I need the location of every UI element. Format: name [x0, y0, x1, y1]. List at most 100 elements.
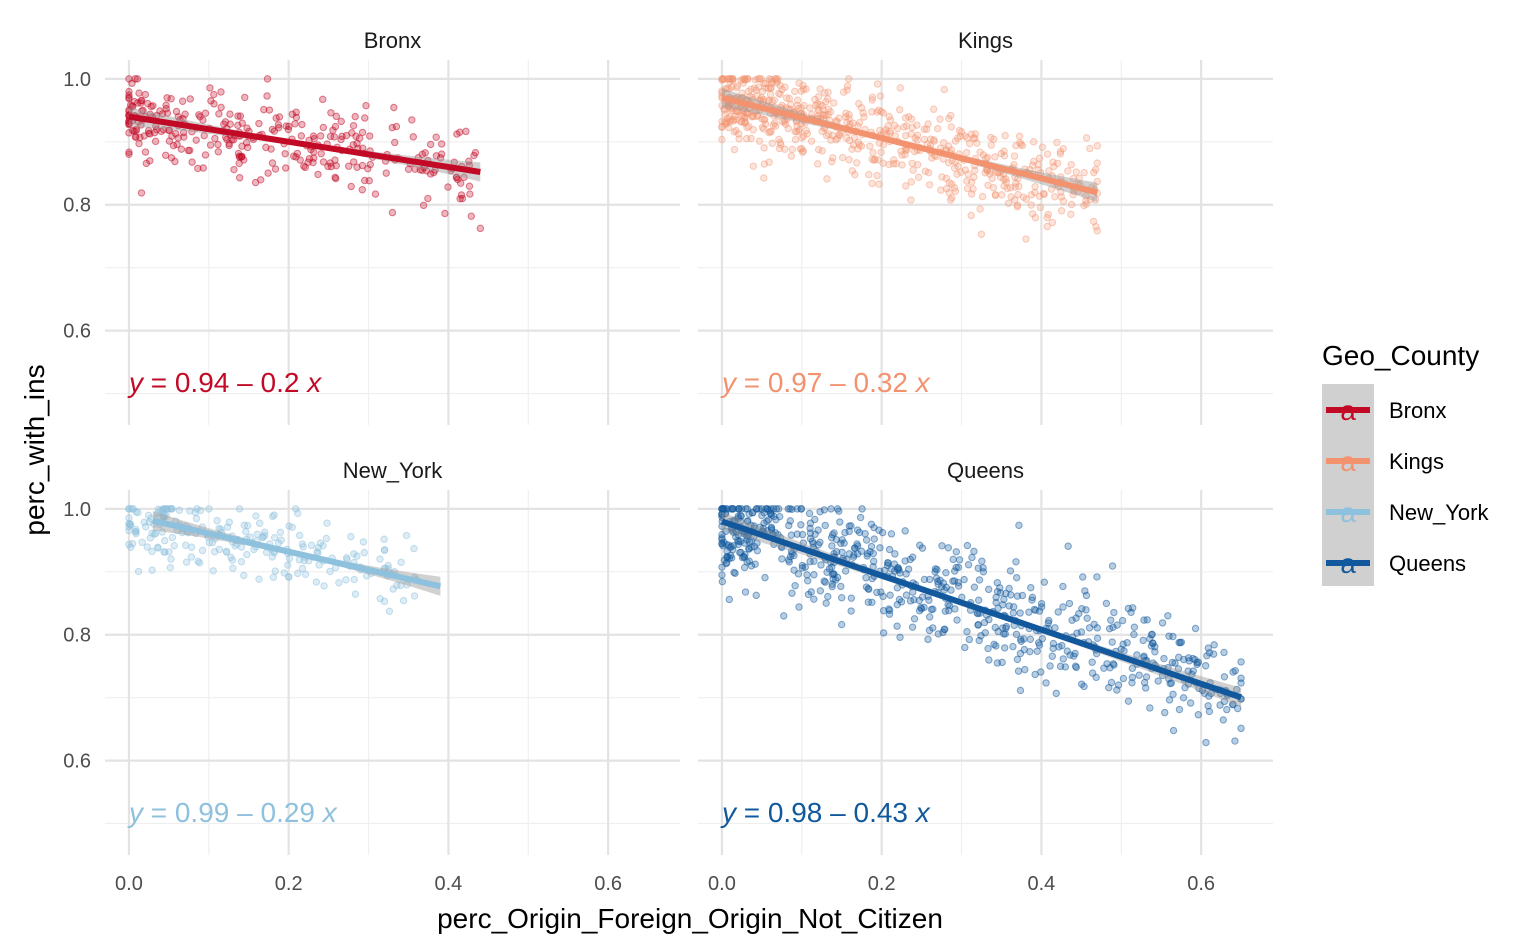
data-point [359, 538, 368, 546]
data-point [998, 658, 1006, 667]
data-point [745, 544, 753, 553]
data-point [192, 514, 201, 523]
data-point [732, 84, 741, 92]
data-point [824, 105, 833, 113]
data-point [241, 93, 249, 102]
data-point [968, 178, 976, 186]
data-point [1035, 192, 1044, 200]
data-point [338, 132, 346, 141]
data-point [823, 175, 831, 183]
x-tick-label: 0.0 [115, 873, 143, 895]
data-point [1237, 658, 1245, 666]
data-point [255, 575, 263, 583]
data-point [947, 586, 955, 594]
data-point [727, 116, 735, 124]
data-point [167, 95, 175, 103]
data-point [260, 105, 268, 114]
data-point [757, 75, 765, 83]
data-point [201, 109, 210, 117]
data-point [742, 134, 751, 143]
data-point [342, 576, 350, 584]
data-point [924, 120, 932, 128]
data-point [1175, 638, 1183, 647]
data-point [811, 515, 819, 524]
data-point [1083, 614, 1091, 622]
data-point [759, 95, 768, 104]
data-point [879, 128, 888, 136]
data-point [748, 93, 756, 102]
data-point [791, 582, 799, 590]
data-point [907, 178, 916, 186]
data-point [1056, 150, 1065, 158]
data-point [974, 621, 983, 629]
data-point [893, 622, 901, 630]
data-point [1093, 634, 1102, 643]
data-point [981, 169, 989, 177]
data-point [1089, 217, 1098, 226]
data-point [902, 591, 911, 599]
data-point [967, 130, 976, 138]
data-point [1080, 201, 1088, 210]
data-point [193, 505, 201, 513]
data-point [1049, 639, 1058, 648]
data-point [361, 114, 369, 122]
data-point [230, 165, 238, 174]
data-point [1017, 140, 1025, 149]
data-point [886, 591, 894, 599]
data-point [718, 89, 726, 97]
data-point [971, 130, 980, 138]
data-point [970, 173, 978, 181]
data-point [910, 595, 918, 604]
data-point [752, 86, 760, 94]
data-point [1091, 165, 1100, 174]
data-point [404, 165, 413, 173]
data-point [275, 113, 284, 121]
data-point [920, 575, 929, 584]
data-point [186, 95, 194, 103]
data-point [946, 196, 955, 204]
data-point [1002, 175, 1010, 183]
legend-key-glyph: a [1340, 548, 1356, 579]
y-tick-label: 0.8 [63, 625, 91, 647]
data-point [1016, 686, 1025, 695]
data-point [962, 148, 971, 157]
data-point [915, 596, 924, 605]
data-point [850, 544, 859, 552]
data-point [437, 140, 446, 148]
data-point [788, 589, 796, 597]
data-point [1057, 188, 1065, 196]
data-point [345, 162, 353, 170]
data-point [1108, 562, 1117, 570]
data-point [743, 123, 751, 132]
data-point [796, 145, 804, 153]
data-point [978, 557, 986, 565]
data-point [1015, 132, 1024, 140]
data-point [895, 105, 904, 114]
data-point [879, 159, 887, 167]
data-point [285, 554, 294, 563]
x-tick-label: 0.4 [1027, 873, 1055, 895]
data-point [845, 156, 853, 164]
data-point [740, 114, 749, 122]
data-point [389, 585, 397, 593]
data-point [921, 167, 930, 175]
data-point [1000, 644, 1009, 652]
data-point [739, 75, 747, 83]
data-point [762, 84, 770, 92]
data-point [929, 624, 937, 632]
data-point [816, 508, 824, 516]
data-point [1158, 619, 1167, 627]
data-point [753, 112, 762, 120]
data-point [845, 115, 853, 123]
data-point [954, 578, 962, 587]
data-point [814, 145, 823, 154]
data-point [1119, 674, 1128, 683]
data-point [778, 101, 786, 110]
data-point [822, 98, 830, 106]
data-point [860, 113, 868, 121]
data-point [769, 121, 778, 129]
data-point [758, 123, 767, 131]
data-point [1161, 708, 1169, 717]
data-point [849, 119, 857, 127]
